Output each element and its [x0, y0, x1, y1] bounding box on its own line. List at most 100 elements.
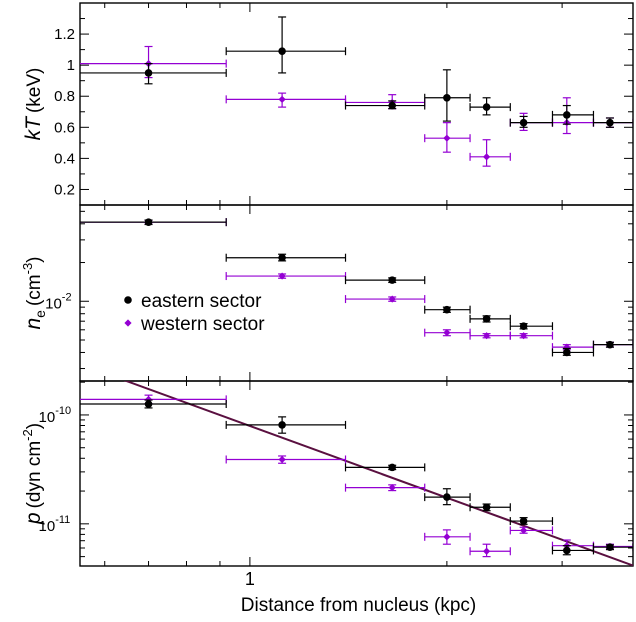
data-point	[424, 305, 471, 314]
data-point	[469, 97, 511, 116]
marker	[606, 543, 614, 552]
data-point	[80, 394, 227, 405]
marker	[144, 69, 153, 77]
marker	[388, 101, 397, 110]
marker	[278, 272, 286, 280]
y-axis-title-unit: (dyn cm	[24, 441, 45, 509]
marker	[482, 315, 491, 323]
marker	[278, 47, 286, 55]
y-tick-label-exponent: -11	[55, 514, 70, 526]
data-point	[509, 526, 554, 535]
marker	[482, 547, 491, 555]
marker	[443, 493, 451, 501]
marker	[563, 348, 571, 357]
marker	[443, 305, 451, 314]
marker	[443, 329, 451, 337]
panel-data	[80, 218, 633, 357]
data-point	[592, 117, 633, 128]
marker	[443, 533, 451, 541]
marker	[482, 103, 491, 111]
x-axis-title: Distance from nucleus (kpc)	[241, 595, 476, 616]
legend-marker	[124, 319, 132, 327]
data-point	[424, 328, 471, 337]
data-point	[225, 253, 347, 262]
y-axis-title: kT(keV)	[22, 68, 45, 141]
data-point	[225, 455, 347, 464]
data-point	[344, 463, 426, 472]
data-point	[424, 529, 471, 545]
data-point	[80, 62, 227, 85]
legend-entry: eastern sector	[124, 291, 262, 312]
marker	[563, 343, 571, 351]
legend-marker	[124, 296, 132, 304]
marker	[144, 395, 153, 403]
data-point	[424, 69, 471, 122]
marker	[278, 455, 286, 464]
y-axis-title-superscript: -3	[20, 263, 35, 275]
y-tick-label-exponent: -10	[55, 405, 71, 417]
data-point	[225, 92, 347, 108]
y-tick-label: 10 -11	[39, 514, 71, 535]
y-axis-title-close: )	[24, 256, 45, 262]
data-point	[344, 483, 426, 492]
data-point	[469, 139, 511, 167]
panel-frame	[79, 380, 634, 567]
y-axis-title-superscript: -2	[20, 429, 35, 441]
legend-entry: western sector	[124, 314, 265, 335]
data-point	[225, 16, 347, 74]
marker	[520, 332, 528, 340]
y-tick-label: 10 -2	[45, 291, 71, 312]
data-point	[225, 272, 347, 281]
y-tick-label: 0.2	[54, 181, 75, 198]
data-point	[509, 331, 554, 340]
series-western-sector	[80, 394, 633, 558]
panel-data	[80, 381, 633, 566]
data-point	[469, 503, 511, 512]
series-eastern-sector	[80, 218, 633, 357]
y-tick-label: 0.4	[54, 150, 75, 167]
marker	[443, 93, 451, 102]
y-tick-label: 0.6	[54, 119, 75, 136]
data-point	[509, 517, 554, 526]
x-tick-label: 1	[245, 569, 255, 589]
data-point	[344, 100, 426, 110]
y-tick-label: 1.2	[54, 26, 75, 43]
marker	[144, 218, 153, 226]
y-tick-label: 0.8	[54, 88, 75, 105]
panel-frame	[79, 2, 634, 206]
y-axis-title-symbol: p	[22, 512, 45, 525]
marker	[278, 421, 286, 429]
y-axis-title-close: )	[24, 423, 45, 429]
data-point	[551, 347, 595, 357]
data-point	[509, 322, 554, 331]
marker	[278, 253, 286, 262]
legend-label: eastern sector	[141, 291, 262, 312]
y-axis-title-unit: (keV)	[24, 68, 45, 113]
marker	[606, 340, 614, 349]
y-tick-label: 1	[67, 57, 75, 74]
series-eastern-sector	[80, 399, 633, 556]
data-point	[80, 218, 227, 227]
data-point	[509, 112, 554, 132]
y-tick-label-base: 10	[39, 409, 56, 426]
y-axis-title-symbol: n	[22, 318, 45, 330]
series-western-sector	[80, 45, 633, 167]
y-tick-label-exponent: -2	[62, 291, 72, 303]
marker	[519, 322, 528, 330]
data-point	[469, 314, 511, 323]
y-tick-label: 10 -10	[39, 405, 72, 426]
panel-data	[80, 16, 633, 167]
marker	[482, 332, 491, 340]
data-point	[424, 122, 471, 153]
data-point	[551, 343, 595, 352]
marker	[563, 546, 571, 555]
marker	[388, 295, 396, 303]
data-point	[80, 399, 227, 409]
marker	[563, 111, 571, 119]
y-axis-title: p (dyn cm-2)	[20, 423, 45, 525]
marker	[388, 463, 397, 472]
data-point	[551, 104, 595, 125]
